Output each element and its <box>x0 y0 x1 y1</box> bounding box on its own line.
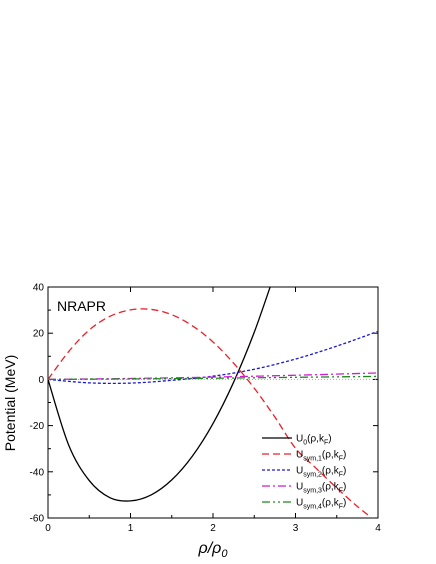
legend-label-main: U <box>296 450 303 461</box>
legend-label-end: ) <box>328 434 331 445</box>
y-tick-label: 20 <box>33 329 45 340</box>
series-line-usym1 <box>48 308 374 518</box>
series-line-u0 <box>48 287 271 502</box>
y-tick-label: 40 <box>33 283 45 294</box>
legend-label-usym4: Usym,4(ρ,kF) <box>296 498 346 511</box>
series-lines <box>48 287 378 518</box>
legend-label-sub2: F <box>324 440 328 447</box>
y-axis-title: Potential (MeV) <box>2 355 18 451</box>
legend-label-sub: 0 <box>303 440 307 447</box>
legend-label-sub: sym,3 <box>303 488 322 495</box>
legend-label-end: ) <box>343 466 346 477</box>
legend-label-usym2: Usym,2(ρ,kF) <box>296 466 346 479</box>
legend-label-usym3: Usym,3(ρ,kF) <box>296 482 346 495</box>
x-tick-label: 2 <box>210 523 216 534</box>
legend-label-sub: sym,2 <box>303 472 322 479</box>
legend-label-main: U <box>296 466 303 477</box>
legend-label-sub2: F <box>339 472 343 479</box>
legend-label-sub: sym,1 <box>303 456 322 463</box>
x-tick-label: 4 <box>375 523 381 534</box>
legend-label-sub2: F <box>339 488 343 495</box>
y-tick-label: -60 <box>30 514 45 525</box>
x-axis-title-sub: 0 <box>221 548 228 560</box>
legend-label-sub: sym,4 <box>303 504 322 511</box>
legend-label-sub2: F <box>339 504 343 511</box>
legend-label-tail: (ρ,k <box>322 466 340 477</box>
legend-label-usym1: Usym,1(ρ,kF) <box>296 450 346 463</box>
legend-label-u0: U0(ρ,kF) <box>296 434 332 447</box>
legend-label-end: ) <box>343 498 346 509</box>
axis-ticks: 0 1 2 3 4 -60 -40 -20 0 20 40 <box>30 283 382 535</box>
legend-label-tail: (ρ,k <box>322 450 340 461</box>
x-tick-label: 3 <box>293 523 299 534</box>
legend-label-end: ) <box>343 450 346 461</box>
legend-label-tail: (ρ,k <box>322 482 340 493</box>
legend-label-main: U <box>296 498 303 509</box>
series-line-usym2 <box>48 330 378 385</box>
x-tick-label: 0 <box>45 523 51 534</box>
y-tick-label: 0 <box>38 375 44 386</box>
x-axis-title-main: ρ/ρ <box>198 540 222 557</box>
y-tick-label: -40 <box>30 467 45 478</box>
legend-label-tail: (ρ,k <box>307 434 325 445</box>
legend-label-tail: (ρ,k <box>322 498 340 509</box>
legend: U0(ρ,kF)Usym,1(ρ,kF)Usym,2(ρ,kF)Usym,3(ρ… <box>262 434 346 511</box>
x-tick-label: 1 <box>128 523 134 534</box>
legend-label-main: U <box>296 434 303 445</box>
legend-label-sub2: F <box>339 456 343 463</box>
panel-label: NRAPR <box>57 298 106 314</box>
y-tick-label: -20 <box>30 421 45 432</box>
series-line-usym3 <box>48 372 378 381</box>
x-axis-title: ρ/ρ0 <box>198 540 229 560</box>
legend-label-end: ) <box>343 482 346 493</box>
legend-label-main: U <box>296 482 303 493</box>
series-line-usym4 <box>48 375 378 381</box>
